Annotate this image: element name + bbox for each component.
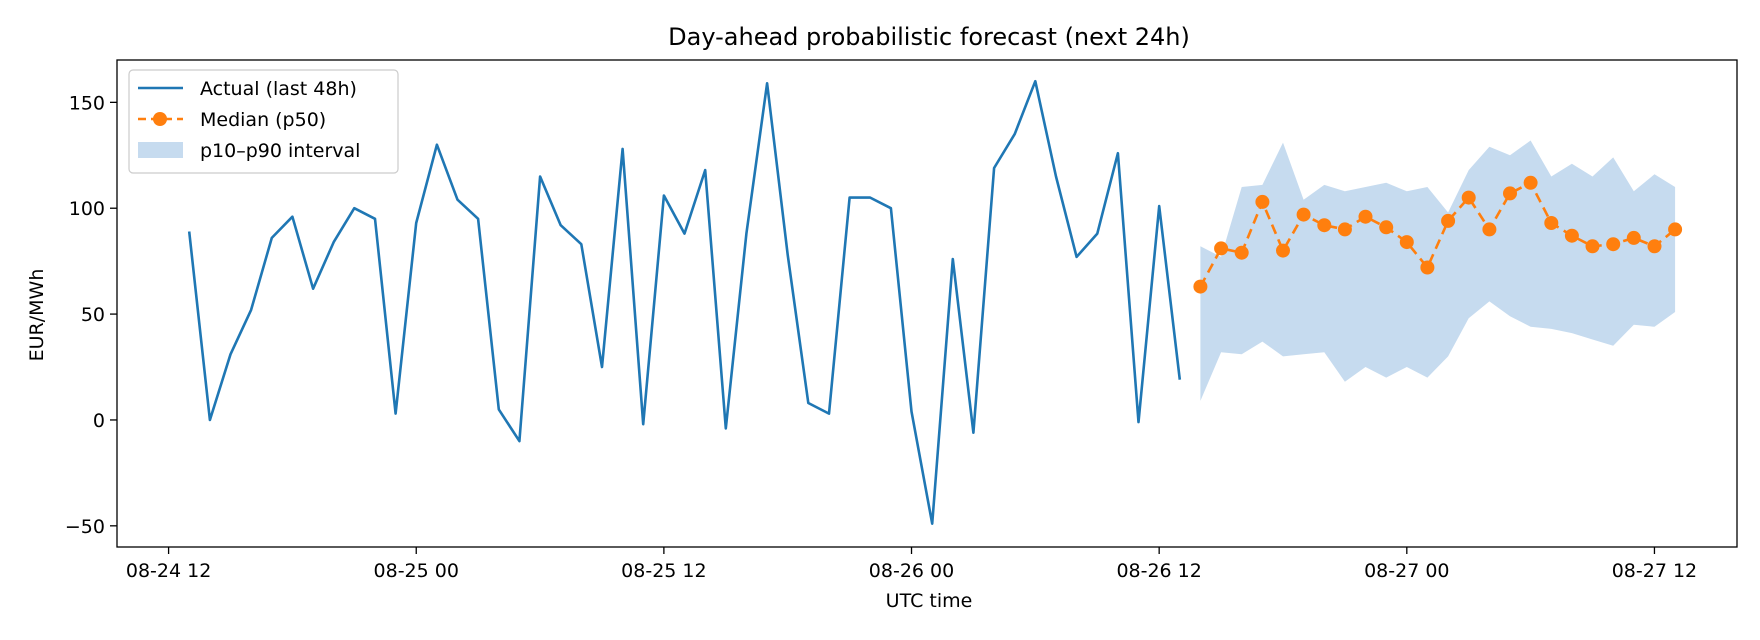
- legend-label: p10–p90 interval: [200, 140, 360, 162]
- median-point: [1647, 239, 1662, 254]
- y-tick-label: 0: [93, 410, 105, 432]
- legend-swatch-median-marker: [153, 112, 167, 126]
- x-axis-label: UTC time: [886, 590, 973, 612]
- legend: Actual (last 48h) Median (p50) p10–p90 int…: [128, 69, 399, 174]
- median-point: [1214, 241, 1229, 256]
- median-point: [1585, 239, 1600, 254]
- y-tick-label: 150: [69, 92, 105, 114]
- y-tick-label: 50: [81, 304, 105, 326]
- legend-box: [128, 69, 399, 174]
- legend-label: Median (p50): [200, 109, 326, 131]
- legend-label: Actual (last 48h): [200, 78, 357, 100]
- y-tick-label: 100: [69, 198, 105, 220]
- x-tick-label: 08-27 12: [1612, 560, 1697, 582]
- median-point: [1255, 194, 1270, 209]
- median-point: [1668, 222, 1683, 237]
- median-point: [1276, 243, 1290, 258]
- median-point: [1399, 235, 1414, 250]
- median-point: [1544, 216, 1559, 230]
- median-point: [1503, 186, 1517, 201]
- x-tick-label: 08-26 12: [1116, 560, 1201, 582]
- plot-frame: [116, 59, 1738, 548]
- median-point: [1482, 222, 1497, 237]
- y-tick-label: −50: [65, 516, 105, 538]
- x-tick-label: 08-26 00: [869, 560, 954, 582]
- x-tick-label: 08-24 12: [126, 560, 211, 582]
- median-point: [1441, 213, 1456, 228]
- legend-swatch-band: [138, 142, 183, 158]
- x-tick-label: 08-25 00: [374, 560, 459, 582]
- y-axis-label: EUR/MWh: [26, 269, 48, 362]
- median-point: [1358, 209, 1373, 224]
- median-point: [1523, 175, 1538, 190]
- median-point: [1461, 190, 1476, 205]
- median-point: [1626, 230, 1641, 245]
- median-point: [1337, 222, 1352, 237]
- median-point: [1296, 207, 1311, 222]
- median-point: [1564, 228, 1579, 243]
- x-tick-label: 08-27 00: [1364, 560, 1449, 582]
- median-point: [1379, 220, 1394, 235]
- median-point: [1317, 218, 1332, 233]
- y-axis: −50 0 50 100 150: [65, 92, 117, 538]
- x-axis: 08-24 12 08-25 00 08-25 12 08-26 00 08-26 12…: [126, 547, 1697, 582]
- median-point: [1234, 245, 1249, 260]
- median-point: [1193, 279, 1208, 294]
- actual-line: [187, 79, 1182, 526]
- x-tick-label: 08-25 12: [621, 560, 706, 582]
- chart-title: Day-ahead probabilistic forecast (next 2…: [668, 23, 1190, 51]
- plot-area: [187, 79, 1683, 526]
- p10-p90-band: [1200, 140, 1676, 401]
- median-point: [1606, 237, 1621, 252]
- median-point: [1420, 260, 1435, 275]
